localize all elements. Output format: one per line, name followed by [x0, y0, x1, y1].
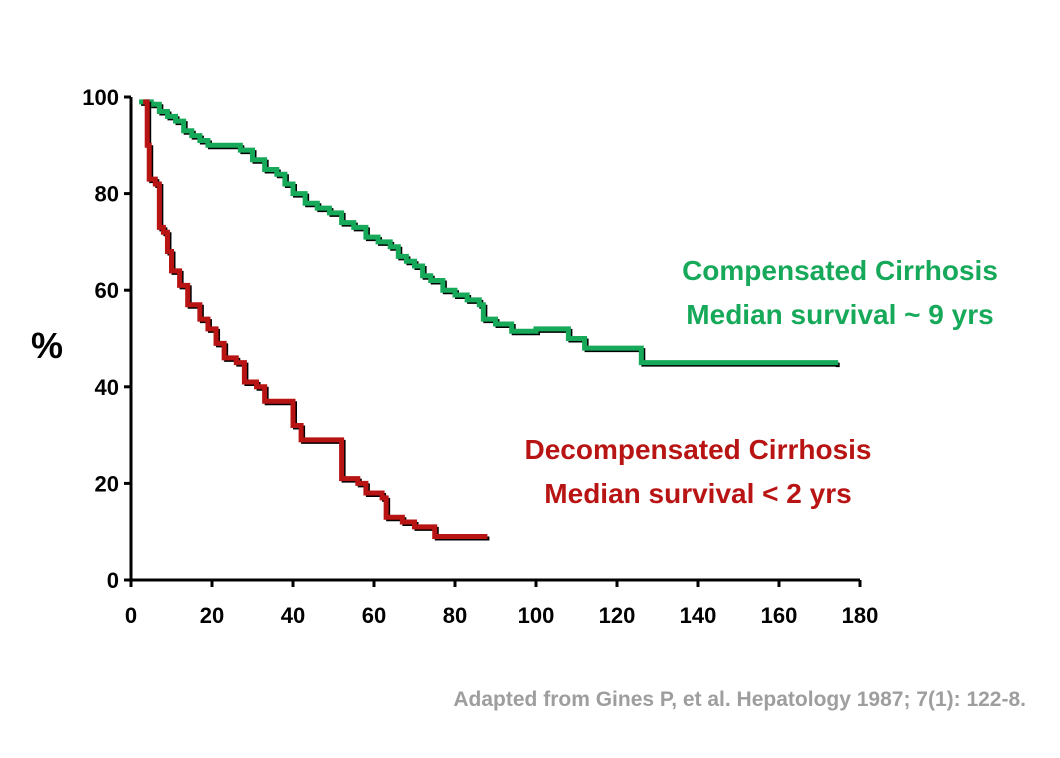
x-tick-label: 160 [761, 603, 798, 628]
x-tick-label: 60 [362, 603, 386, 628]
axes: 0 20 40 60 80 100 120 140 160 180 0 20 40 60 80 100 [82, 85, 878, 628]
x-tick-label: 140 [680, 603, 717, 628]
y-tick-label: 20 [95, 471, 119, 496]
series-layer [139, 99, 840, 541]
y-tick-label: 60 [95, 278, 119, 303]
annotation-decompensated: Decompensated Cirrhosis Median survival … [525, 434, 872, 509]
annotation-decompensated-line1: Decompensated Cirrhosis [525, 434, 872, 465]
x-tick-label: 120 [599, 603, 636, 628]
y-tick-label: 0 [107, 568, 119, 593]
annotation-compensated-line1: Compensated Cirrhosis [682, 255, 998, 286]
y-axis-label: % [31, 325, 63, 366]
annotation-decompensated-line2: Median survival < 2 yrs [544, 478, 851, 509]
annotation-compensated: Compensated Cirrhosis Median survival ~ … [682, 255, 998, 330]
series-shadow-decompensated [145, 101, 490, 541]
x-tick-label: 0 [125, 603, 137, 628]
annotation-compensated-line2: Median survival ~ 9 yrs [686, 299, 993, 330]
x-tick-label: 20 [200, 603, 224, 628]
source-citation: Adapted from Gines P, et al. Hepatology … [453, 688, 1026, 711]
series-line-compensated [139, 99, 839, 366]
x-tick-label: 180 [842, 603, 879, 628]
x-tick-label: 40 [281, 603, 305, 628]
y-tick-label: 100 [82, 85, 119, 110]
y-tick-label: 80 [95, 182, 119, 207]
y-tick-label: 40 [95, 375, 119, 400]
series-line-decompensated [143, 99, 488, 540]
x-tick-label: 80 [443, 603, 467, 628]
x-tick-label: 100 [518, 603, 555, 628]
